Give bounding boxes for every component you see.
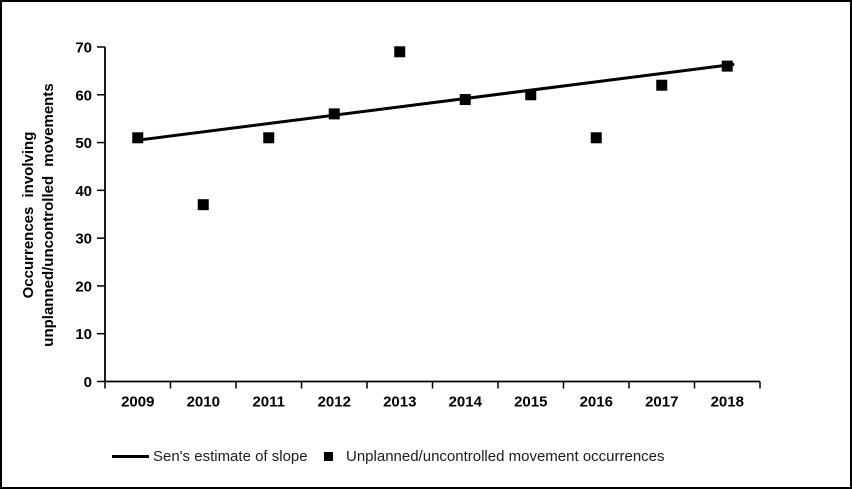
x-tick-label: 2014: [449, 394, 483, 411]
x-tick-label: 2013: [383, 394, 416, 411]
legend-item-occurrences: Unplanned/uncontrolled movement occurren…: [324, 448, 665, 465]
trend-line-legend-symbol: [112, 455, 149, 458]
x-tick-label: 2011: [252, 394, 285, 411]
y-tick-label: 0: [84, 374, 92, 391]
y-tick-label: 70: [75, 40, 92, 57]
legend-label-trend: Sen's estimate of slope: [153, 448, 308, 465]
y-axis-title: Occurrences involving unplanned/uncontro…: [19, 5, 61, 425]
data-point-marker: [328, 108, 340, 120]
data-point-marker: [459, 94, 471, 106]
x-tick-label: 2012: [318, 394, 351, 411]
y-tick-label: 30: [75, 231, 92, 248]
data-point-marker: [197, 199, 209, 211]
data-point-marker: [656, 79, 668, 91]
legend-label-occurrences: Unplanned/uncontrolled movement occurren…: [346, 448, 665, 465]
y-tick-label: 50: [75, 135, 92, 152]
y-tick-label: 60: [75, 87, 92, 104]
x-tick-label: 2015: [514, 394, 547, 411]
data-point-marker: [394, 46, 406, 58]
x-tick-label: 2016: [580, 394, 613, 411]
data-point-marker: [590, 132, 602, 144]
x-tick-label: 2009: [121, 394, 154, 411]
legend-item-trend: Sen's estimate of slope: [112, 448, 308, 465]
y-axis-title-line2: unplanned/uncontrolled movements: [40, 83, 57, 347]
legend: Sen's estimate of slope Unplanned/uncont…: [2, 446, 850, 474]
x-tick-label: 2010: [187, 394, 220, 411]
x-tick-label: 2017: [645, 394, 678, 411]
square-marker-legend-symbol: [324, 452, 333, 461]
data-point-marker: [132, 132, 144, 144]
data-point-marker: [721, 60, 733, 72]
data-point-marker: [263, 132, 275, 144]
y-tick-label: 40: [75, 183, 92, 200]
y-tick-label: 10: [75, 326, 92, 343]
y-axis-title-line1: Occurrences involving: [20, 131, 37, 299]
data-point-marker: [525, 89, 537, 101]
y-tick-label: 20: [75, 278, 92, 295]
x-tick-label: 2018: [711, 394, 744, 411]
trend-line: [135, 62, 735, 142]
